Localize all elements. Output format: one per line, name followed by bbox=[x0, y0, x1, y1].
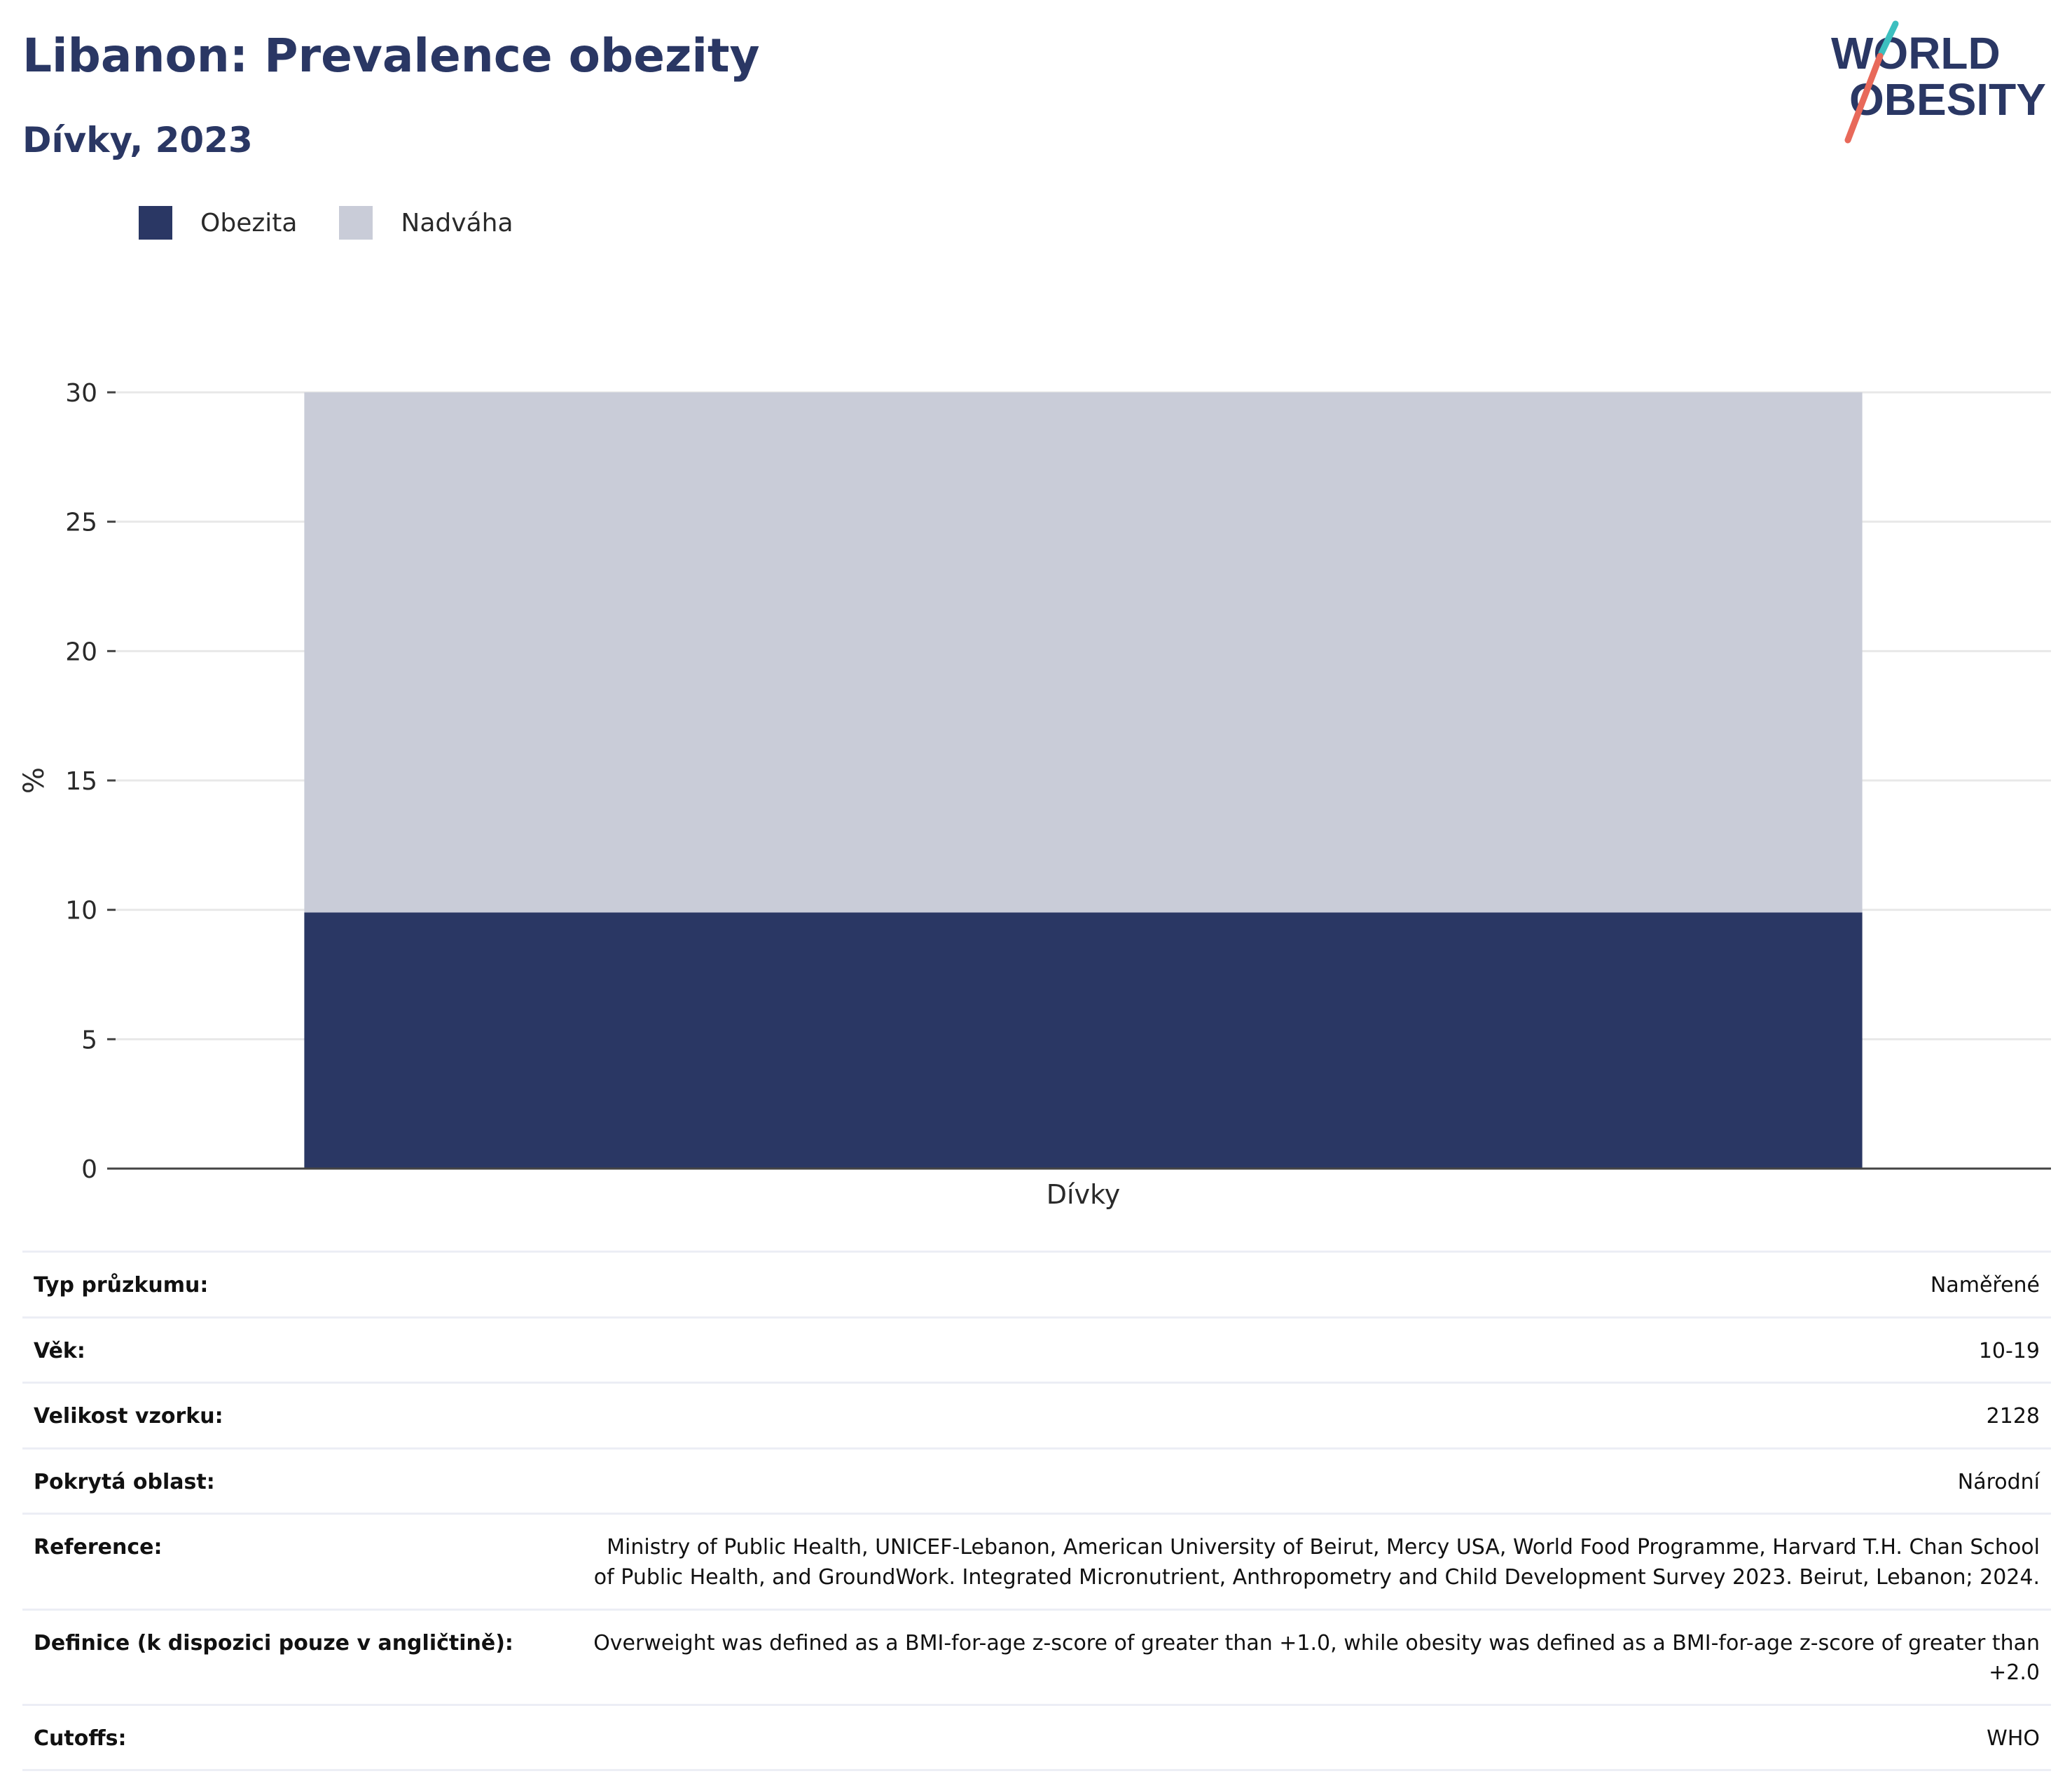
info-label: Definice (k dispozici pouze v angličtině… bbox=[22, 1608, 577, 1705]
page-title: Libanon: Prevalence obezity bbox=[22, 29, 760, 83]
legend-label-nadvaha: Nadváha bbox=[401, 208, 513, 237]
info-value: Overweight was defined as a BMI-for-age … bbox=[577, 1608, 2051, 1705]
info-label: Typ průzkumu: bbox=[22, 1251, 577, 1318]
y-tick-label: 30 bbox=[65, 379, 97, 408]
legend-item-nadvaha[interactable]: Nadváha bbox=[339, 206, 513, 240]
info-value: Ministry of Public Health, UNICEF-Lebano… bbox=[577, 1513, 2051, 1610]
info-label: Reference: bbox=[22, 1513, 577, 1610]
info-value: Naměřené bbox=[577, 1251, 2051, 1318]
world-obesity-logo: WORLD OBESITY bbox=[1831, 20, 2046, 144]
y-tick-label: 25 bbox=[65, 509, 97, 537]
logo-text-obesity: OBESITY bbox=[1849, 74, 2046, 125]
y-axis-label: % bbox=[18, 767, 50, 794]
legend-label-obezita: Obezita bbox=[200, 208, 298, 237]
logo-slash-bottom bbox=[1844, 53, 1884, 144]
info-row-definition: Definice (k dispozici pouze v angličtině… bbox=[22, 1608, 2051, 1705]
bar-chart: Dívky 0 5 10 15 20 25 30% bbox=[18, 379, 2051, 1210]
info-label: Cutoffs: bbox=[22, 1703, 577, 1772]
info-row-sample-size: Velikost vzorku: 2128 bbox=[22, 1382, 2051, 1449]
legend-swatch-obezita bbox=[139, 206, 172, 240]
y-tick-label: 0 bbox=[81, 1155, 97, 1184]
logo-text-world: WORLD bbox=[1831, 28, 2001, 78]
legend-item-obezita[interactable]: Obezita bbox=[139, 206, 297, 240]
y-tick-label: 10 bbox=[65, 897, 97, 925]
info-value: Národní bbox=[577, 1447, 2051, 1514]
legend-swatch-nadvaha bbox=[339, 206, 373, 240]
page-subtitle: Dívky, 2023 bbox=[22, 120, 253, 160]
info-label: Pokrytá oblast: bbox=[22, 1447, 577, 1514]
y-tick-label: 5 bbox=[81, 1026, 97, 1054]
logo-slash-top bbox=[1878, 20, 1899, 57]
info-value: 2128 bbox=[577, 1382, 2051, 1449]
survey-info-table: Typ průzkumu: Naměřené Věk: 10-19 Veliko… bbox=[22, 1251, 2051, 1772]
info-label: Velikost vzorku: bbox=[22, 1382, 577, 1449]
bar-segment-obezita bbox=[304, 912, 1863, 1169]
info-value: 10-19 bbox=[577, 1316, 2051, 1383]
info-row-age: Věk: 10-19 bbox=[22, 1316, 2051, 1383]
info-value: WHO bbox=[577, 1703, 2051, 1772]
info-row-reference: Reference: Ministry of Public Health, UN… bbox=[22, 1513, 2051, 1610]
x-tick-label: Dívky bbox=[1047, 1179, 1120, 1210]
info-label: Věk: bbox=[22, 1316, 577, 1383]
info-row-survey-type: Typ průzkumu: Naměřené bbox=[22, 1251, 2051, 1318]
y-tick-label: 20 bbox=[65, 638, 97, 666]
info-row-area: Pokrytá oblast: Národní bbox=[22, 1447, 2051, 1514]
info-row-cutoffs: Cutoffs: WHO bbox=[22, 1703, 2051, 1772]
y-tick-label: 15 bbox=[65, 767, 97, 796]
bar-segment-nadváha bbox=[304, 392, 1863, 913]
chart-legend: Obezita Nadváha bbox=[139, 206, 555, 240]
